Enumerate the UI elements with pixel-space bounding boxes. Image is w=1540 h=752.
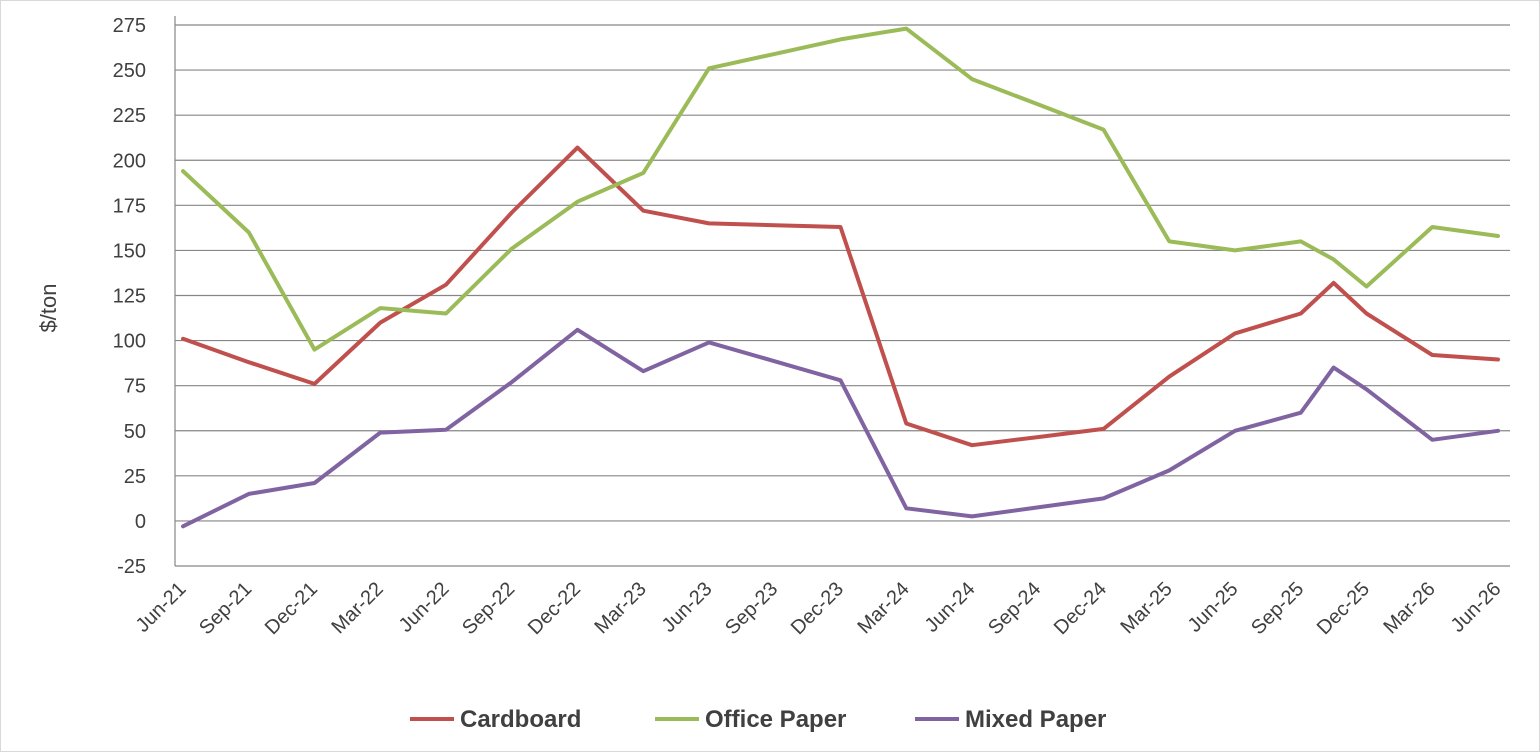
x-tick-label: Sep-25 — [1247, 578, 1308, 639]
y-axis-label: $/ton — [36, 284, 61, 333]
y-tick-labels: -25 0 25 50 75 100 125 150 175 200 225 250 275 — [113, 15, 146, 578]
legend-label: Office Paper — [705, 706, 846, 733]
y-tick-label: 125 — [113, 286, 146, 308]
x-tick-label: Sep-23 — [721, 578, 782, 639]
series-line-office-paper — [181, 26, 1500, 352]
x-tick-label: Jun-23 — [658, 578, 717, 637]
x-tick-label: Sep-22 — [458, 578, 519, 639]
x-tick-label: Dec-25 — [1313, 578, 1374, 639]
series-line-cardboard — [181, 145, 1500, 448]
x-tick-label: Jun-26 — [1447, 578, 1506, 637]
legend: Cardboard Office Paper Mixed Paper — [410, 706, 1106, 733]
x-tick-label: Jun-25 — [1184, 578, 1243, 637]
x-tick-label: Dec-24 — [1050, 578, 1111, 639]
series-lines — [181, 26, 1500, 529]
y-tick-label: 225 — [113, 105, 146, 127]
x-tick-label: Mar-26 — [1379, 578, 1439, 638]
y-tick-label: 100 — [113, 331, 146, 353]
x-tick-label: Sep-21 — [195, 578, 256, 639]
y-tick-label: 75 — [124, 376, 146, 398]
y-tick-label: 275 — [113, 15, 146, 37]
x-tick-label: Jun-22 — [395, 578, 454, 637]
y-tick-label: 175 — [113, 195, 146, 217]
x-tick-label: Mar-22 — [327, 578, 387, 638]
x-tick-label: Dec-23 — [787, 578, 848, 639]
series-line-mixed-paper — [181, 327, 1500, 529]
x-tick-label: Mar-24 — [853, 578, 913, 638]
gridlines — [175, 24, 1510, 567]
x-tick-label: Jun-21 — [132, 578, 191, 637]
x-tick-label: Dec-22 — [524, 578, 585, 639]
y-tick-label: 250 — [113, 60, 146, 82]
y-tick-label: 25 — [124, 466, 146, 488]
x-tick-label: Jun-24 — [921, 578, 980, 637]
x-tick-label: Sep-24 — [984, 578, 1045, 639]
x-tick-labels: Jun-21 Sep-21 Dec-21 Mar-22 Jun-22 Sep-22 Dec-… — [132, 578, 1506, 639]
x-tick-label: Mar-23 — [590, 578, 650, 638]
x-tick-label: Dec-21 — [261, 578, 322, 639]
legend-label: Cardboard — [460, 706, 581, 733]
y-tick-label: 50 — [124, 421, 146, 443]
x-tick-label: Mar-25 — [1116, 578, 1176, 638]
legend-label: Mixed Paper — [965, 706, 1106, 733]
y-tick-label: 150 — [113, 240, 146, 262]
y-tick-label: 0 — [135, 511, 146, 533]
y-tick-label: -25 — [117, 556, 146, 578]
y-tick-label: 200 — [113, 150, 146, 172]
